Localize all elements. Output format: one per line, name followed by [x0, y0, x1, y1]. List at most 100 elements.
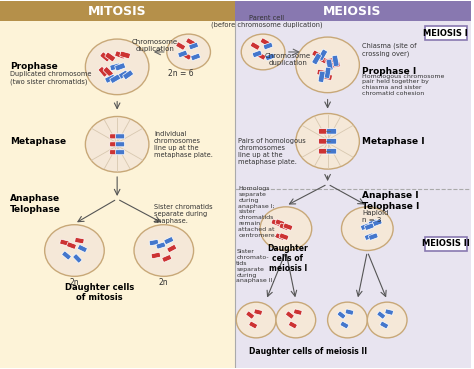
FancyBboxPatch shape: [98, 67, 108, 77]
FancyBboxPatch shape: [279, 223, 289, 230]
Text: Haploid
n = 3: Haploid n = 3: [362, 210, 389, 223]
FancyBboxPatch shape: [326, 59, 333, 70]
FancyBboxPatch shape: [123, 70, 133, 80]
FancyBboxPatch shape: [116, 142, 125, 147]
FancyBboxPatch shape: [340, 321, 349, 329]
FancyBboxPatch shape: [178, 50, 187, 58]
FancyBboxPatch shape: [60, 239, 69, 246]
FancyBboxPatch shape: [286, 311, 294, 319]
Ellipse shape: [367, 302, 407, 338]
FancyBboxPatch shape: [110, 74, 120, 83]
FancyBboxPatch shape: [319, 148, 328, 154]
FancyBboxPatch shape: [186, 38, 195, 46]
FancyBboxPatch shape: [368, 219, 378, 226]
Ellipse shape: [296, 114, 359, 169]
FancyBboxPatch shape: [329, 61, 340, 68]
FancyBboxPatch shape: [318, 49, 328, 61]
FancyBboxPatch shape: [100, 52, 110, 62]
FancyBboxPatch shape: [327, 129, 337, 134]
FancyBboxPatch shape: [252, 50, 262, 58]
FancyBboxPatch shape: [332, 55, 339, 67]
Text: MEIOSIS: MEIOSIS: [323, 5, 382, 18]
FancyBboxPatch shape: [425, 26, 466, 40]
Text: 2n = 6: 2n = 6: [168, 69, 193, 78]
Ellipse shape: [276, 302, 316, 338]
Text: Homologs
separate
during
anaphase I;
sister
chromatids
remain
attached at
centro: Homologs separate during anaphase I; sis…: [238, 186, 277, 238]
Text: MEIOSIS II: MEIOSIS II: [422, 239, 470, 248]
FancyBboxPatch shape: [149, 239, 159, 246]
FancyBboxPatch shape: [235, 1, 471, 368]
FancyBboxPatch shape: [293, 309, 302, 315]
FancyBboxPatch shape: [235, 1, 471, 21]
Ellipse shape: [85, 117, 149, 172]
FancyBboxPatch shape: [263, 42, 273, 49]
FancyBboxPatch shape: [250, 42, 260, 50]
FancyBboxPatch shape: [0, 1, 235, 368]
Text: Individual
chromosomes
line up at the
metaphase plate.: Individual chromosomes line up at the me…: [154, 131, 213, 158]
Text: MITOSIS: MITOSIS: [88, 5, 146, 18]
FancyBboxPatch shape: [312, 53, 321, 65]
FancyBboxPatch shape: [176, 42, 185, 50]
FancyBboxPatch shape: [109, 134, 118, 139]
FancyBboxPatch shape: [78, 245, 87, 252]
FancyBboxPatch shape: [327, 148, 337, 154]
Text: Daughter cells
of mitosis: Daughter cells of mitosis: [64, 283, 134, 302]
FancyBboxPatch shape: [105, 75, 116, 83]
FancyBboxPatch shape: [62, 251, 71, 260]
Ellipse shape: [45, 225, 104, 276]
FancyBboxPatch shape: [289, 321, 297, 329]
Text: Chromosome
duplication: Chromosome duplication: [132, 38, 178, 52]
Text: Metaphase: Metaphase: [10, 137, 66, 146]
FancyBboxPatch shape: [256, 52, 266, 60]
FancyBboxPatch shape: [120, 51, 130, 59]
Text: Daughter cells of meiosis II: Daughter cells of meiosis II: [249, 347, 367, 356]
Text: Chiasma (site of
crossing over): Chiasma (site of crossing over): [362, 43, 417, 57]
FancyBboxPatch shape: [67, 242, 76, 249]
Text: 2n: 2n: [159, 278, 169, 287]
FancyBboxPatch shape: [275, 233, 285, 240]
Ellipse shape: [260, 207, 312, 251]
FancyBboxPatch shape: [254, 309, 262, 315]
FancyBboxPatch shape: [167, 245, 176, 252]
Text: Prophase: Prophase: [10, 62, 58, 71]
FancyBboxPatch shape: [312, 50, 323, 60]
FancyBboxPatch shape: [283, 223, 292, 230]
FancyBboxPatch shape: [380, 321, 389, 329]
FancyBboxPatch shape: [365, 223, 374, 230]
FancyBboxPatch shape: [327, 139, 337, 144]
FancyBboxPatch shape: [151, 252, 161, 259]
Text: Sister
chromato-
tids
separate
during
anaphase II.: Sister chromato- tids separate during an…: [236, 249, 275, 283]
Text: Homologous chromosome
pair held together by
chiasma and sister
chromatid cohesio: Homologous chromosome pair held together…: [362, 73, 445, 96]
FancyBboxPatch shape: [164, 237, 173, 244]
FancyBboxPatch shape: [109, 142, 118, 147]
FancyBboxPatch shape: [249, 321, 257, 329]
FancyBboxPatch shape: [162, 255, 172, 262]
FancyBboxPatch shape: [373, 219, 382, 226]
FancyBboxPatch shape: [156, 242, 165, 249]
Text: Pairs of homologous
chromosomes
line up at the
metaphase plate.: Pairs of homologous chromosomes line up …: [238, 138, 306, 165]
FancyBboxPatch shape: [103, 67, 113, 77]
Ellipse shape: [296, 37, 359, 93]
FancyBboxPatch shape: [318, 71, 325, 83]
FancyBboxPatch shape: [265, 54, 275, 61]
FancyBboxPatch shape: [385, 309, 393, 315]
FancyBboxPatch shape: [115, 51, 126, 59]
FancyBboxPatch shape: [377, 311, 385, 319]
FancyBboxPatch shape: [319, 139, 328, 144]
FancyBboxPatch shape: [317, 69, 328, 76]
FancyBboxPatch shape: [182, 52, 191, 60]
Text: MEIOSIS I: MEIOSIS I: [423, 29, 468, 38]
FancyBboxPatch shape: [0, 1, 235, 21]
Text: Prophase I: Prophase I: [362, 67, 417, 76]
Text: Metaphase I: Metaphase I: [362, 137, 425, 146]
Text: Anaphase
Telophase: Anaphase Telophase: [10, 194, 61, 214]
FancyBboxPatch shape: [260, 38, 270, 46]
FancyBboxPatch shape: [279, 233, 289, 240]
FancyBboxPatch shape: [191, 54, 201, 61]
FancyBboxPatch shape: [110, 63, 120, 70]
FancyBboxPatch shape: [116, 134, 125, 139]
Ellipse shape: [134, 225, 193, 276]
FancyBboxPatch shape: [73, 254, 82, 263]
Ellipse shape: [236, 302, 276, 338]
Ellipse shape: [328, 302, 367, 338]
